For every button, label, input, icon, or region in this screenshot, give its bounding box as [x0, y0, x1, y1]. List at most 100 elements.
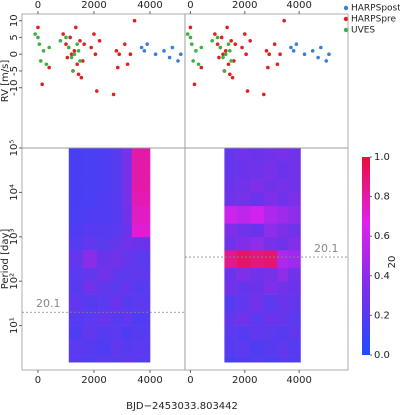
rv-point: [225, 25, 229, 30]
rv-point: [289, 45, 293, 50]
heat-cell: [121, 356, 133, 363]
heat-cell: [96, 192, 112, 207]
rv-point: [291, 49, 296, 53]
legend-label: HARPSpost: [351, 4, 400, 14]
rv-point: [69, 52, 74, 56]
heat-cell: [236, 223, 251, 238]
heat-cell: [96, 338, 112, 357]
rv-point: [178, 52, 183, 56]
legend-label: HARPSpre: [351, 15, 397, 25]
heat-cell: [263, 325, 278, 340]
colorbar-tick-label: 1.0: [374, 152, 390, 163]
rv-point: [66, 45, 71, 50]
colorbar-tick-label: 0.4: [374, 271, 390, 282]
heat-cell: [288, 192, 301, 207]
rv-point: [145, 42, 149, 46]
rv-point: [191, 59, 195, 63]
heat-cell: [121, 281, 133, 295]
heat-cell: [277, 267, 289, 282]
heat-cell: [288, 205, 301, 224]
heat-cell: [96, 356, 112, 363]
colorbar-tick-label: 0.8: [374, 192, 390, 203]
rv-point: [78, 39, 82, 43]
heat-cell: [224, 161, 237, 180]
rv-point: [194, 49, 198, 53]
heat-cell: [82, 179, 98, 193]
y-tick-label: 10⁵: [9, 140, 20, 157]
heat-cell: [263, 192, 278, 207]
colorbar: [362, 157, 370, 355]
heat-cell: [82, 223, 98, 238]
heat-cell: [236, 179, 251, 193]
heat-cell: [236, 192, 251, 207]
rv-point: [188, 35, 193, 40]
y-axis-label: Period [day]: [0, 229, 11, 290]
rv-point: [36, 25, 40, 30]
y-tick-label: 10²: [9, 273, 20, 290]
heat-cell: [131, 148, 151, 162]
heat-cell: [277, 356, 289, 363]
heat-cell: [82, 236, 98, 251]
heat-cell: [110, 325, 123, 340]
heat-cell: [277, 236, 289, 251]
heat-cell: [131, 281, 151, 295]
heat-cell: [250, 312, 265, 326]
rv-point: [185, 32, 190, 36]
heat-cell: [288, 267, 301, 282]
y-tick-label: -5: [9, 66, 20, 76]
x-tick-label: 2000: [81, 375, 106, 386]
heat-cell: [277, 250, 289, 269]
heat-cell: [131, 192, 151, 207]
legend-label: UVES: [351, 26, 375, 36]
rv-point: [228, 49, 232, 53]
heat-cell: [68, 161, 84, 180]
heat-cell: [250, 148, 265, 162]
heat-cell: [68, 205, 84, 224]
heat-cell: [68, 250, 84, 269]
heat-cell: [263, 267, 278, 282]
heat-cell: [236, 356, 251, 363]
heat-cell: [110, 179, 123, 193]
colorbar-tick-label: 0.6: [374, 231, 390, 242]
heat-cell: [96, 148, 112, 162]
heat-cell: [131, 338, 151, 357]
rv-point: [213, 32, 217, 36]
rv-point: [58, 39, 63, 43]
heat-cell: [82, 338, 98, 357]
heat-cell: [277, 148, 289, 162]
rv-point: [93, 52, 98, 56]
heat-cell: [263, 179, 278, 193]
heat-cell: [68, 192, 84, 207]
heat-cell: [277, 281, 289, 295]
heat-cell: [68, 356, 84, 363]
rv-point: [47, 45, 51, 50]
heat-cell: [131, 179, 151, 193]
heat-cell: [288, 250, 301, 269]
x-axis-label: BJD−2453033.803442: [126, 401, 238, 412]
heat-cell: [121, 236, 133, 251]
rv-point: [72, 49, 77, 53]
heat-cell: [110, 356, 123, 363]
heat-cell: [224, 179, 237, 193]
heat-cell: [236, 338, 251, 357]
period-annotation: 20.1: [36, 297, 61, 310]
heat-cell: [82, 161, 98, 180]
heat-cell: [224, 148, 237, 162]
rv-point: [78, 59, 82, 63]
heat-cell: [224, 312, 237, 326]
rv-point: [40, 82, 44, 87]
rv-point: [75, 42, 79, 46]
heat-cell: [277, 161, 289, 180]
rv-point: [117, 52, 121, 56]
rv-point: [278, 52, 282, 56]
heat-cell: [236, 312, 251, 326]
heat-cell: [82, 356, 98, 363]
heat-cell: [250, 250, 265, 269]
rv-point: [76, 72, 81, 77]
heat-cell: [82, 250, 98, 269]
y-tick-label: 0: [9, 51, 20, 57]
rv-point: [64, 35, 68, 40]
rv-point: [115, 65, 120, 70]
heat-cell: [277, 179, 289, 193]
rv-point: [222, 69, 227, 73]
